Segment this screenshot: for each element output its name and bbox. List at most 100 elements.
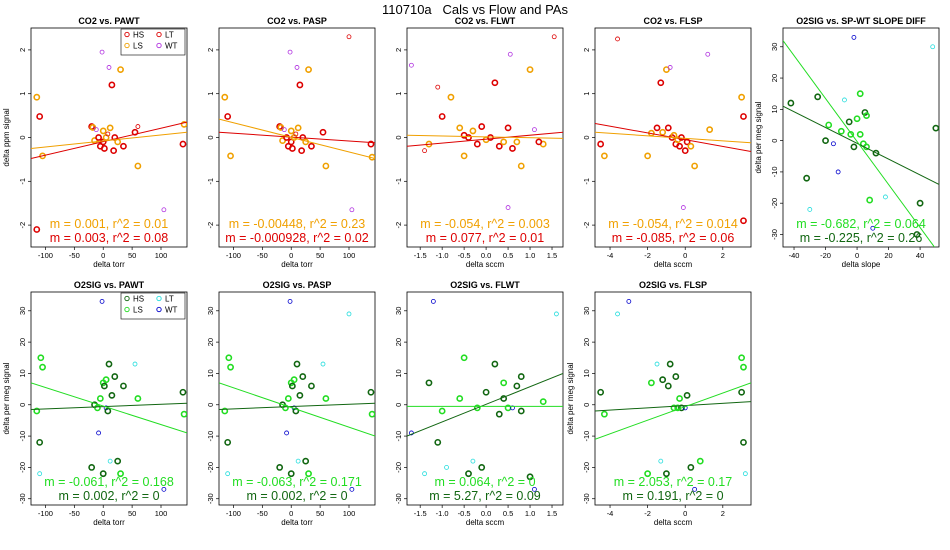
x-tick-label: -50 <box>257 509 268 518</box>
data-point <box>227 363 234 371</box>
data-point <box>803 174 811 182</box>
data-point <box>683 391 691 399</box>
fit-line <box>595 382 751 440</box>
data-point <box>597 140 605 148</box>
x-tick-label: -100 <box>226 509 241 518</box>
x-tick-label: 50 <box>128 509 136 518</box>
data-point <box>134 162 142 170</box>
data-point <box>626 298 632 304</box>
data-point <box>473 140 481 148</box>
data-point <box>39 363 46 371</box>
y-tick-label: 10 <box>770 105 779 113</box>
plot-frame <box>406 291 564 506</box>
x-tick-label: -100 <box>38 509 53 518</box>
data-point <box>465 134 472 141</box>
data-point <box>872 149 880 157</box>
panel-title: O2SIG vs. PASP <box>263 280 332 290</box>
y-tick-label: 20 <box>394 338 403 346</box>
y-tick-label: 10 <box>582 369 591 377</box>
y-tick-label: 10 <box>206 369 215 377</box>
data-point <box>296 391 304 399</box>
data-point <box>180 410 187 418</box>
data-point <box>294 124 302 132</box>
x-tick-label: 0 <box>289 251 293 260</box>
y-tick-label: -20 <box>582 462 591 473</box>
data-point <box>425 379 433 387</box>
data-point <box>296 81 304 89</box>
data-point <box>349 486 355 492</box>
data-point <box>539 398 547 406</box>
data-point <box>294 65 300 70</box>
panel-title: CO2 vs. FLWT <box>455 16 516 26</box>
data-point <box>108 391 116 399</box>
plot-frame <box>594 291 752 506</box>
y-tick-label: -20 <box>394 462 403 473</box>
data-point <box>491 360 499 368</box>
data-point <box>478 123 486 130</box>
data-point <box>500 379 508 387</box>
x-tick-label: 0 <box>101 509 105 518</box>
data-point <box>284 395 292 402</box>
data-point <box>513 138 521 146</box>
x-tick-label: 100 <box>155 251 168 260</box>
stats-text: m = -0.063, r^2 = 0.171 <box>232 475 362 489</box>
x-tick-label: 0.0 <box>481 251 491 260</box>
x-axis-label: delta sccm <box>466 518 505 527</box>
data-point <box>676 142 683 150</box>
data-point <box>99 470 107 478</box>
data-point <box>111 373 119 380</box>
plot-frame <box>218 291 376 506</box>
data-point <box>554 311 559 317</box>
data-point <box>33 407 41 415</box>
legend-label: HS <box>133 295 144 304</box>
data-point <box>117 66 124 74</box>
data-point <box>88 464 96 471</box>
data-point <box>224 113 232 120</box>
data-point <box>863 112 870 119</box>
data-point <box>692 486 698 492</box>
x-tick-label: -100 <box>38 251 53 260</box>
data-point <box>435 84 441 90</box>
data-point <box>95 134 102 141</box>
data-point <box>39 152 46 160</box>
y-tick-label: -2 <box>206 222 215 229</box>
data-point <box>509 145 516 152</box>
data-point <box>284 430 290 436</box>
panel-title: O2SIG vs. PAWT <box>74 280 145 290</box>
legend-label: WT <box>165 42 178 51</box>
data-point <box>680 205 686 210</box>
plot-frame <box>30 291 188 506</box>
y-tick-label: -30 <box>206 493 215 504</box>
data-point <box>683 138 691 146</box>
x-tick-label: -4 <box>607 251 614 260</box>
x-tick-label: -20 <box>820 251 831 260</box>
y-tick-label: 30 <box>582 307 591 315</box>
data-point <box>102 376 110 384</box>
x-axis-label: delta sccm <box>654 260 693 269</box>
data-point <box>106 124 114 132</box>
data-point <box>742 471 748 477</box>
y-tick-label: 10 <box>394 369 403 377</box>
data-point <box>866 196 874 204</box>
y-tick-label: 30 <box>770 43 779 51</box>
data-point <box>180 120 187 128</box>
data-point <box>367 388 375 396</box>
stats-text: m = 0.064, r^2 = 0 <box>434 475 535 489</box>
y-tick-label: -1 <box>582 178 591 185</box>
data-point <box>179 388 187 396</box>
data-point <box>93 127 99 133</box>
data-point <box>108 81 116 89</box>
data-point <box>276 464 284 471</box>
data-point <box>299 373 307 380</box>
data-point <box>308 142 315 150</box>
data-point <box>447 93 455 101</box>
stats-text: m = 0.003, r^2 = 0.08 <box>50 231 168 245</box>
fit-line <box>31 131 187 149</box>
data-point <box>305 66 312 74</box>
data-point <box>161 207 167 213</box>
data-point <box>117 470 124 478</box>
x-axis-label: delta torr <box>93 518 125 527</box>
data-point <box>847 130 855 138</box>
y-tick-label: 0 <box>770 139 779 143</box>
data-point <box>33 226 41 233</box>
